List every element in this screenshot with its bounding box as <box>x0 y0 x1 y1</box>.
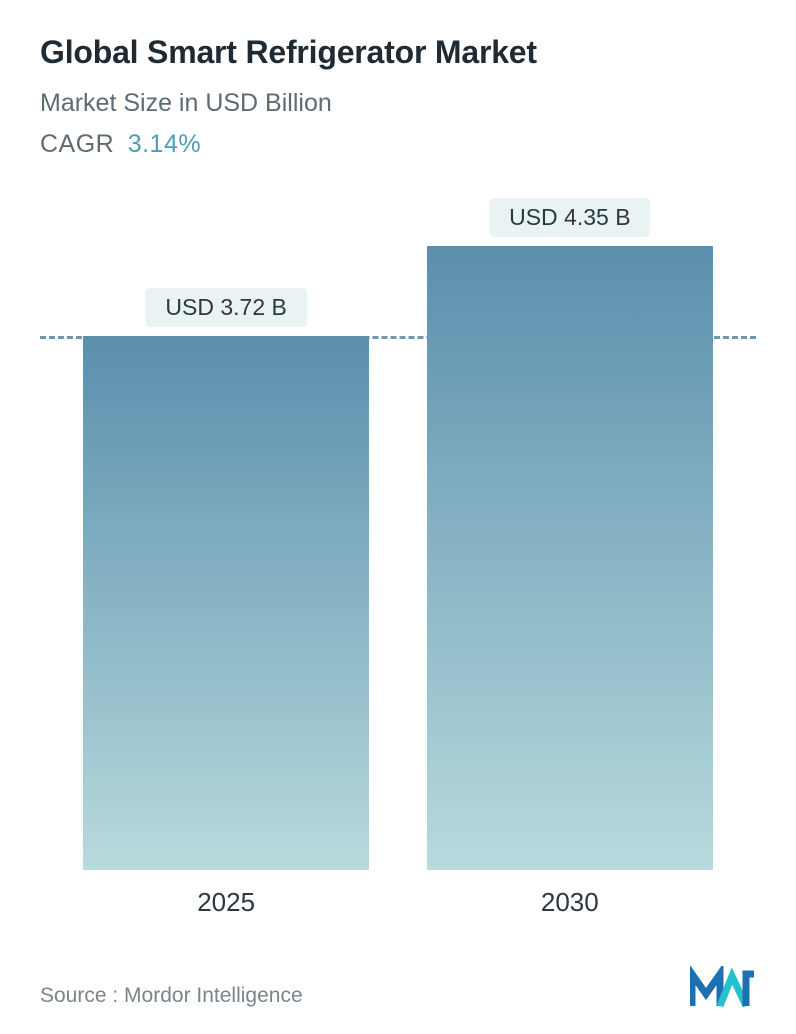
bar-category-label: 2025 <box>197 887 255 918</box>
chart-area: USD 3.72 B2025USD 4.35 B2030 <box>0 230 796 934</box>
bar-fill <box>427 246 713 870</box>
bar-2025: USD 3.72 B2025 <box>83 336 369 870</box>
chart-card: Global Smart Refrigerator Market Market … <box>0 0 796 1034</box>
chart-title: Global Smart Refrigerator Market <box>40 34 756 71</box>
plot-area: USD 3.72 B2025USD 4.35 B2030 <box>40 230 756 934</box>
bar-fill <box>83 336 369 870</box>
source-text: Source : Mordor Intelligence <box>40 984 303 1008</box>
chart-footer: Source : Mordor Intelligence <box>40 966 756 1008</box>
bar-value-label: USD 3.72 B <box>145 288 306 327</box>
bar-category-label: 2030 <box>541 887 599 918</box>
brand-logo-icon <box>690 966 756 1008</box>
cagr-line: CAGR 3.14% <box>40 130 756 159</box>
cagr-label: CAGR <box>40 130 114 158</box>
chart-subtitle: Market Size in USD Billion <box>40 89 756 118</box>
bar-2030: USD 4.35 B2030 <box>427 246 713 870</box>
bar-value-label: USD 4.35 B <box>489 198 650 237</box>
cagr-value: 3.14% <box>128 130 201 158</box>
